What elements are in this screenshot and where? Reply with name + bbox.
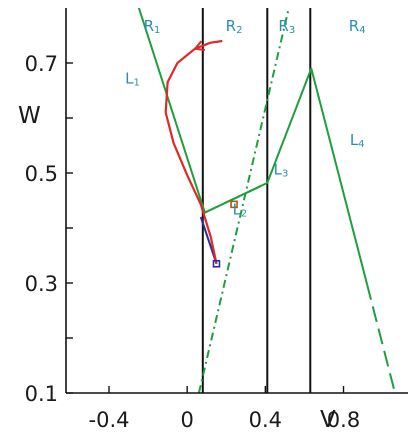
point-marker-1 bbox=[212, 259, 221, 268]
series-line-5 bbox=[197, 8, 290, 393]
axes bbox=[65, 8, 408, 394]
series-line-1 bbox=[137, 8, 368, 285]
segment-label-4: L4 bbox=[350, 131, 365, 150]
segment-label-1: L1 bbox=[125, 69, 140, 88]
series-line-3 bbox=[204, 181, 268, 214]
segment-label-3: L3 bbox=[274, 161, 289, 180]
y-axis-label: W bbox=[18, 103, 41, 129]
y-tick-label-3: 0.3 bbox=[25, 272, 58, 296]
plot-clip-group bbox=[137, 8, 397, 393]
x-axis-label: V bbox=[320, 407, 336, 433]
plot-area bbox=[137, 8, 397, 393]
series-line-7 bbox=[164, 39, 223, 265]
x-tick-label-2: 0 bbox=[180, 408, 193, 432]
region-label-2: R2 bbox=[226, 17, 243, 36]
series-line-4 bbox=[366, 283, 397, 393]
region-and-segment-labels: R1 R2 R3 R4 L1 L2 L3 L4 bbox=[125, 17, 366, 219]
segment-label-2: L2 bbox=[233, 200, 248, 219]
x-tick-label-1: -0.4 bbox=[89, 408, 130, 432]
x-tick-label-3: 0.4 bbox=[249, 408, 282, 432]
trajectory-arrowhead bbox=[193, 40, 206, 51]
tick-labels: 0.7 0.5 0.3 0.1 -0.4 0 0.4 0.8 bbox=[25, 52, 361, 432]
x-tick-label-4: 0.8 bbox=[327, 408, 360, 432]
y-tick-label-4: 0.1 bbox=[25, 382, 58, 406]
region-label-3: R3 bbox=[278, 17, 295, 36]
point-marker-2 bbox=[230, 200, 238, 209]
region-label-4: R4 bbox=[349, 17, 366, 36]
y-tick-label-2: 0.5 bbox=[25, 162, 58, 186]
region-label-1: R1 bbox=[144, 17, 161, 36]
y-tick-label-1: 0.7 bbox=[25, 52, 58, 76]
